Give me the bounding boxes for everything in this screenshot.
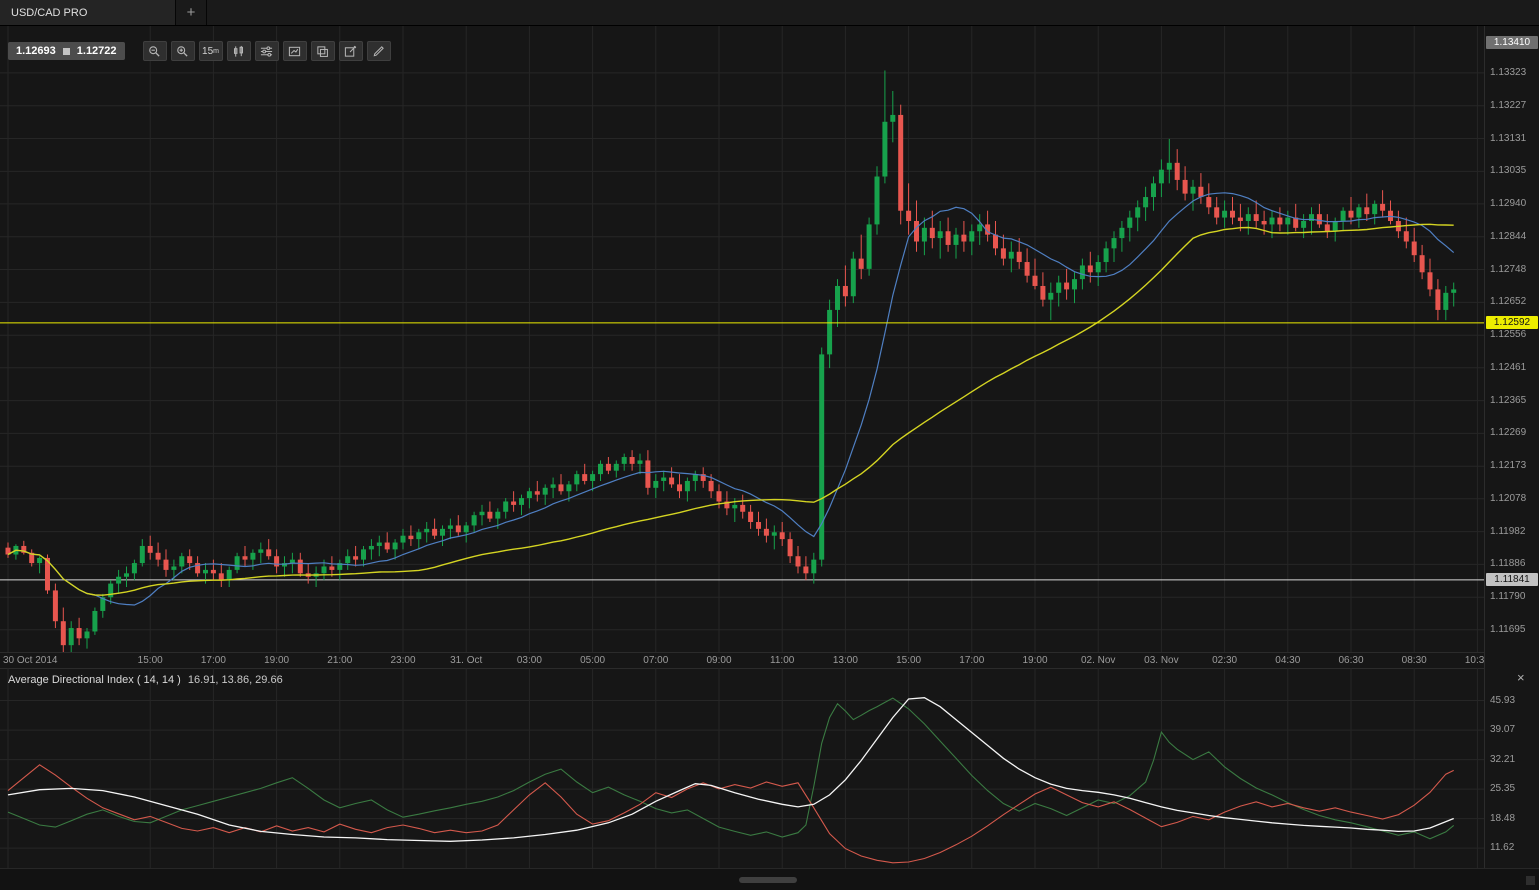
indicator-tick-label: 18.48 bbox=[1490, 812, 1516, 824]
time-tick-label: 03:00 bbox=[516, 655, 542, 666]
adx-indicator-panel[interactable] bbox=[0, 668, 1484, 868]
chart-snapshot-button[interactable] bbox=[282, 41, 307, 61]
time-tick-label: 03. Nov bbox=[1144, 655, 1179, 666]
time-tick-label: 08:30 bbox=[1401, 655, 1427, 666]
price-tick-label: 1.11982 bbox=[1490, 525, 1526, 537]
price-marker-label-yellow: 1.12592 bbox=[1486, 315, 1538, 329]
timeframe-button[interactable]: 15 m bbox=[198, 41, 223, 61]
tab-bar: USD/CAD PRO + bbox=[0, 0, 1539, 26]
time-tick-label: 02:30 bbox=[1212, 655, 1238, 666]
time-tick-label: 21:00 bbox=[327, 655, 353, 666]
time-tick-label: 10:30 bbox=[1464, 655, 1490, 666]
price-tick-label: 1.12461 bbox=[1490, 361, 1527, 373]
tab-title: USD/CAD PRO bbox=[11, 6, 88, 19]
indicator-tick-label: 39.07 bbox=[1490, 724, 1516, 736]
time-axis[interactable]: 30 Oct 2014 15:00 17:00 19:00 21:00 23:00 31. … bbox=[0, 652, 1490, 669]
time-tick-label: 04:30 bbox=[1275, 655, 1301, 666]
indicator-line-plusDI bbox=[7, 697, 1455, 840]
price-tick-label: 1.11695 bbox=[1490, 623, 1526, 635]
indicator-name: Average Directional Index ( 14, 14 ) bbox=[8, 674, 181, 686]
price-tick-label: 1.12269 bbox=[1490, 427, 1527, 439]
draw-button[interactable] bbox=[366, 41, 391, 61]
indicators-button[interactable] bbox=[254, 41, 279, 61]
time-tick-label: 11:00 bbox=[770, 655, 795, 666]
indicator-grid bbox=[0, 668, 1484, 868]
time-tick-label: 17:00 bbox=[200, 655, 226, 666]
indicator-close-button[interactable]: × bbox=[1517, 670, 1525, 685]
time-tick-label: 07:00 bbox=[643, 655, 669, 666]
price-marker-label-high: 1.13410 bbox=[1486, 36, 1538, 50]
price-tick-label: 1.13323 bbox=[1490, 66, 1527, 78]
time-tick-label: 23:00 bbox=[390, 655, 416, 666]
zoom-in-button[interactable] bbox=[170, 41, 195, 61]
price-tick-label: 1.12652 bbox=[1490, 296, 1527, 308]
price-tick-label: 1.11790 bbox=[1490, 591, 1526, 603]
horizontal-scrollbar[interactable] bbox=[0, 868, 1539, 890]
timeframe-unit: m bbox=[213, 47, 220, 55]
ma-line-12 bbox=[7, 192, 1455, 606]
resize-grip[interactable] bbox=[1526, 876, 1535, 885]
bid-price: 1.12693 bbox=[16, 45, 56, 57]
time-tick-label: 31. Oct bbox=[450, 655, 483, 666]
price-tick-label: 1.12556 bbox=[1490, 329, 1527, 341]
indicator-title: Average Directional Index ( 14, 14 ) 16.… bbox=[8, 674, 283, 686]
price-tick-label: 1.13035 bbox=[1490, 165, 1527, 177]
zoom-out-icon bbox=[149, 45, 160, 57]
zoom-out-button[interactable] bbox=[142, 41, 167, 61]
price-tick-label: 1.12844 bbox=[1490, 230, 1527, 242]
sliders-icon bbox=[260, 45, 273, 57]
duplicate-chart-button[interactable] bbox=[310, 41, 335, 61]
candles bbox=[5, 70, 1457, 652]
time-tick-label: 13:00 bbox=[832, 655, 858, 666]
time-tick-label: 09:00 bbox=[706, 655, 732, 666]
time-tick-label: 05:00 bbox=[580, 655, 606, 666]
quick-trade-widget[interactable]: 1.12693 1.12722 bbox=[8, 42, 125, 60]
candlestick-icon bbox=[234, 45, 244, 57]
price-marker-label-gray: 1.11841 bbox=[1486, 572, 1538, 586]
time-tick-label: 06:30 bbox=[1338, 655, 1364, 666]
pencil-icon bbox=[373, 45, 384, 56]
price-tick-label: 1.12940 bbox=[1490, 197, 1527, 209]
new-tab-button[interactable]: + bbox=[176, 0, 207, 25]
price-tick-label: 1.13227 bbox=[1490, 99, 1527, 111]
time-tick-label: 02. Nov bbox=[1080, 655, 1116, 666]
ask-price: 1.12722 bbox=[76, 45, 117, 57]
time-tick-label: 30 Oct 2014 bbox=[3, 655, 58, 666]
indicator-tick-label: 11.62 bbox=[1490, 842, 1515, 854]
timeframe-value: 15 bbox=[202, 45, 214, 57]
chart-toolbar: 1.12693 1.12722 15 m bbox=[8, 41, 391, 61]
indicator-line-ADX bbox=[7, 697, 1454, 842]
main-grid bbox=[0, 26, 1484, 652]
indicator-tick-label: 45.93 bbox=[1490, 694, 1516, 706]
time-tick-label: 15:00 bbox=[137, 655, 163, 666]
compose-icon bbox=[344, 45, 357, 57]
indicator-tick-label: 32.21 bbox=[1490, 753, 1516, 765]
price-tick-label: 1.12748 bbox=[1490, 263, 1527, 275]
chart-type-button[interactable] bbox=[226, 41, 251, 61]
price-tick-label: 1.12078 bbox=[1490, 492, 1527, 504]
price-tick-label: 1.13131 bbox=[1490, 132, 1527, 144]
scrollbar-thumb[interactable] bbox=[739, 877, 797, 883]
new-order-button[interactable] bbox=[338, 41, 363, 61]
time-tick-label: 17:00 bbox=[959, 655, 985, 666]
copy-icon bbox=[317, 45, 328, 57]
time-tick-label: 19:00 bbox=[1022, 655, 1048, 666]
zoom-in-icon bbox=[177, 45, 188, 57]
spread-icon bbox=[62, 47, 70, 55]
main-candlestick-chart[interactable] bbox=[0, 26, 1484, 652]
price-tick-label: 1.12365 bbox=[1490, 394, 1527, 406]
price-tick-label: 1.11886 bbox=[1490, 558, 1526, 570]
indicator-tick-label: 25.35 bbox=[1490, 783, 1516, 795]
price-axis[interactable]: 1.13323 1.13227 1.13131 1.13035 1.12940 1.128… bbox=[1484, 26, 1539, 890]
price-tick-label: 1.12173 bbox=[1490, 460, 1527, 472]
time-tick-label: 15:00 bbox=[896, 655, 922, 666]
time-tick-label: 19:00 bbox=[264, 655, 290, 666]
ma-line-48 bbox=[7, 223, 1454, 596]
chart-snapshot-icon bbox=[288, 46, 301, 56]
indicator-values: 16.91, 13.86, 29.66 bbox=[187, 674, 283, 686]
tab-usdcad-pro[interactable]: USD/CAD PRO bbox=[0, 0, 176, 25]
